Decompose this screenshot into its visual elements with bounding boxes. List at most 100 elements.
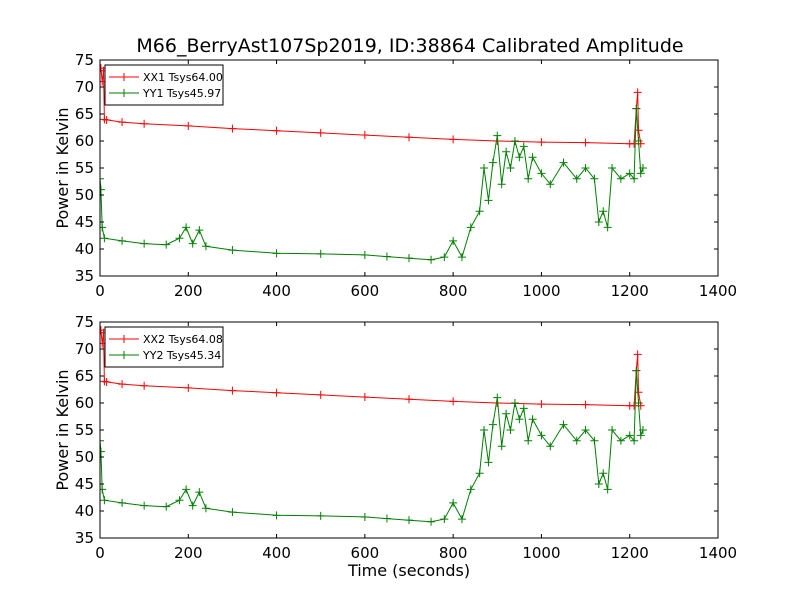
data-point (449, 498, 458, 507)
data-point (488, 420, 497, 429)
data-point (633, 350, 642, 359)
data-point (175, 496, 184, 505)
chart-panel-1: 0 200 400 600 800 1000 1200 1400 35 40 45 50 55 60 65 7… (53, 51, 737, 300)
x-axis-label: Time (seconds) (347, 561, 470, 580)
data-point (572, 436, 581, 445)
data-point (488, 158, 497, 167)
data-point (316, 511, 325, 520)
y-tick-label: 45 (75, 213, 94, 231)
data-point (572, 174, 581, 183)
data-point (633, 88, 642, 97)
data-point (480, 426, 489, 434)
data-point (630, 436, 639, 445)
data-point (118, 118, 127, 127)
data-point (493, 131, 502, 140)
y-tick-label: 55 (75, 159, 94, 177)
y-tick-label: 45 (75, 475, 94, 493)
y-tick-label: 65 (75, 105, 94, 123)
x-tick-label: 600 (351, 282, 380, 300)
data-point (484, 458, 493, 467)
data-point (638, 164, 647, 172)
x-tick-label: 1200 (611, 544, 649, 562)
data-point (524, 174, 533, 183)
data-point (493, 393, 502, 402)
data-point (594, 218, 603, 226)
plot-area (100, 64, 647, 264)
data-point (201, 504, 210, 513)
data-point (100, 436, 104, 445)
series-markers-1 (100, 326, 645, 410)
legend-frame (104, 64, 224, 106)
y-tick-label: 75 (75, 51, 94, 69)
data-point (405, 516, 413, 525)
data-point (590, 436, 599, 445)
data-point (581, 400, 590, 409)
data-point (140, 501, 149, 510)
data-point (608, 426, 617, 434)
data-point (272, 388, 281, 397)
x-tick-label: 1400 (699, 544, 737, 562)
data-point (188, 501, 197, 510)
data-point (440, 515, 449, 524)
data-point (519, 142, 528, 151)
data-point (100, 496, 109, 505)
x-tick-label: 400 (262, 282, 291, 300)
data-point (175, 234, 184, 243)
data-point (382, 514, 391, 523)
series-markers-2 (100, 104, 647, 264)
data-point (162, 502, 171, 511)
x-tick-label: 1000 (522, 282, 560, 300)
data-point (100, 485, 107, 494)
data-point (140, 381, 149, 390)
data-point (118, 498, 127, 507)
y-tick-label: 70 (75, 78, 94, 96)
series-line-1 (100, 67, 642, 145)
y-tick-label: 50 (75, 448, 94, 466)
data-point (201, 242, 210, 251)
data-point (360, 512, 369, 521)
legend-entry-label: YY1 Tsys45.97 (142, 87, 221, 100)
data-point (497, 442, 506, 451)
data-point (594, 480, 603, 488)
data-point (634, 399, 643, 407)
chart-title: M66_BerryAst107Sp2019, ID:38864 Calibrat… (136, 35, 683, 57)
data-point (228, 124, 237, 133)
data-point (140, 119, 149, 128)
data-point (162, 240, 171, 249)
y-tick-label: 60 (75, 132, 94, 150)
data-point (630, 174, 639, 183)
data-point (475, 469, 484, 478)
data-point (502, 147, 511, 156)
data-point (546, 442, 555, 451)
legend-marker (120, 351, 128, 359)
legend: XX2 Tsys64.08 YY2 Tsys45.34 (104, 326, 224, 368)
data-point (140, 239, 149, 248)
data-point (581, 164, 590, 172)
data-point (188, 239, 197, 248)
series-line-1 (100, 329, 642, 407)
series-markers-2 (100, 366, 647, 526)
data-point (502, 409, 511, 418)
x-tick-label: 1400 (699, 282, 737, 300)
x-tick-label: 400 (262, 544, 291, 562)
data-point (546, 180, 555, 189)
data-point (506, 164, 515, 172)
data-point (100, 447, 105, 456)
legend-entry-label: XX1 Tsys64.00 (143, 71, 223, 84)
plot-area (100, 326, 647, 526)
data-point (559, 158, 568, 167)
y-tick-label: 65 (75, 367, 94, 385)
data-point (457, 515, 466, 524)
data-point (272, 511, 281, 520)
data-point (638, 426, 647, 434)
data-point (510, 137, 519, 145)
data-point (599, 207, 608, 216)
data-point (182, 223, 191, 232)
x-tick-label: 800 (439, 544, 468, 562)
y-tick-label: 75 (75, 313, 94, 331)
y-tick-label: 55 (75, 421, 94, 439)
data-point (603, 223, 612, 232)
data-point (590, 174, 599, 183)
data-point (228, 386, 237, 395)
data-point (102, 115, 111, 124)
